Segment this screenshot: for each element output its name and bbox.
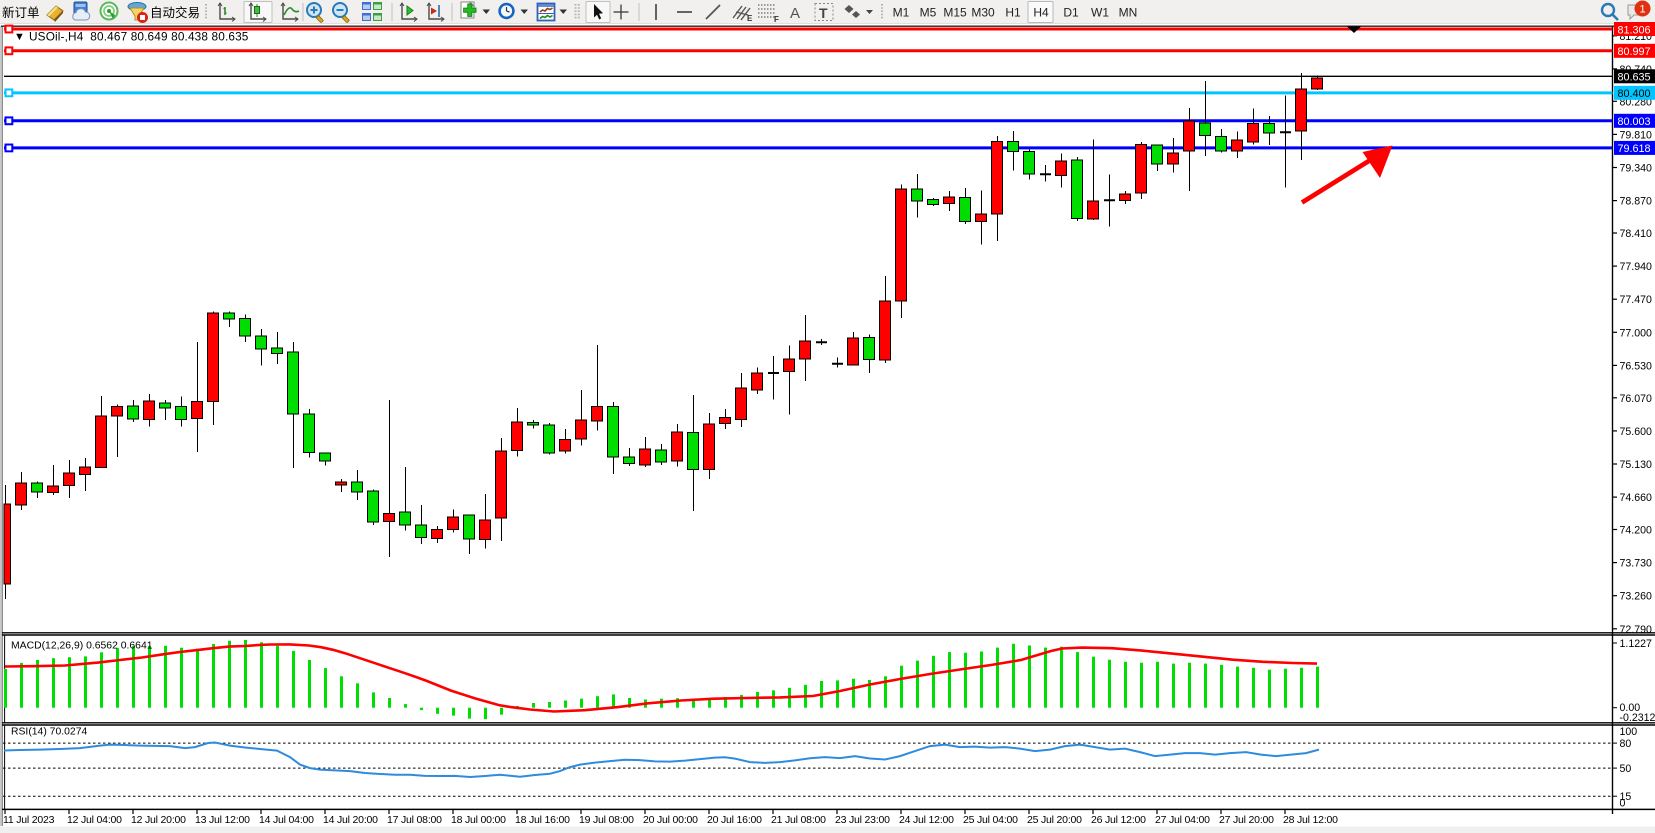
svg-text:80: 80 (1620, 738, 1632, 750)
svg-text:M5: M5 (920, 6, 937, 20)
svg-text:24 Jul 12:00: 24 Jul 12:00 (899, 814, 954, 826)
svg-text:76.070: 76.070 (1620, 393, 1653, 405)
svg-text:77.940: 77.940 (1620, 261, 1653, 273)
svg-text:17 Jul 08:00: 17 Jul 08:00 (387, 814, 442, 826)
svg-text:14 Jul 04:00: 14 Jul 04:00 (259, 814, 314, 826)
svg-text:79.340: 79.340 (1620, 163, 1653, 175)
svg-text:12 Jul 20:00: 12 Jul 20:00 (131, 814, 186, 826)
svg-text:14 Jul 20:00: 14 Jul 20:00 (323, 814, 378, 826)
svg-text:1: 1 (1639, 4, 1645, 16)
svg-text:27 Jul 04:00: 27 Jul 04:00 (1155, 814, 1210, 826)
svg-text:12 Jul 04:00: 12 Jul 04:00 (67, 814, 122, 826)
svg-text:25 Jul 20:00: 25 Jul 20:00 (1027, 814, 1082, 826)
svg-text:A: A (790, 5, 800, 22)
svg-text:0.00: 0.00 (1620, 702, 1641, 714)
svg-text:80.997: 80.997 (1618, 46, 1651, 58)
svg-text:23 Jul 23:00: 23 Jul 23:00 (835, 814, 890, 826)
svg-text:72.790: 72.790 (1620, 624, 1653, 636)
svg-text:15: 15 (1620, 791, 1632, 803)
svg-text:100: 100 (1620, 726, 1638, 738)
svg-text:W1: W1 (1091, 6, 1109, 20)
svg-text:78.870: 78.870 (1620, 196, 1653, 208)
svg-text:74.660: 74.660 (1620, 492, 1653, 504)
svg-text:1.1227: 1.1227 (1620, 638, 1653, 650)
svg-text:77.470: 77.470 (1620, 294, 1653, 306)
svg-text:M1: M1 (893, 6, 910, 20)
svg-text:28 Jul 12:00: 28 Jul 12:00 (1283, 814, 1338, 826)
svg-text:50: 50 (1620, 763, 1632, 775)
svg-text:73.260: 73.260 (1620, 591, 1653, 603)
svg-text:21 Jul 08:00: 21 Jul 08:00 (771, 814, 826, 826)
svg-text:M15: M15 (943, 6, 967, 20)
svg-text:77.000: 77.000 (1620, 327, 1653, 339)
svg-text:80.400: 80.400 (1618, 88, 1651, 100)
svg-text:26 Jul 12:00: 26 Jul 12:00 (1091, 814, 1146, 826)
svg-text:78.410: 78.410 (1620, 228, 1653, 240)
svg-text:E: E (747, 14, 753, 23)
svg-text:F: F (774, 15, 779, 24)
svg-text:18 Jul 00:00: 18 Jul 00:00 (451, 814, 506, 826)
svg-text:自动交易: 自动交易 (150, 5, 200, 20)
svg-text:0: 0 (1620, 797, 1626, 809)
svg-text:USOil-,H4 80.467 80.649 80.43: USOil-,H4 80.467 80.649 80.438 80.635 (29, 30, 249, 44)
svg-text:D1: D1 (1063, 6, 1079, 20)
svg-text:81.306: 81.306 (1618, 24, 1651, 36)
svg-text:MN: MN (1119, 6, 1138, 20)
svg-text:20 Jul 00:00: 20 Jul 00:00 (643, 814, 698, 826)
svg-text:新订单: 新订单 (2, 5, 40, 20)
svg-text:76.530: 76.530 (1620, 360, 1653, 372)
svg-text:H1: H1 (1005, 6, 1021, 20)
svg-text:19 Jul 08:00: 19 Jul 08:00 (579, 814, 634, 826)
svg-text:80.003: 80.003 (1618, 116, 1651, 128)
svg-text:11 Jul 2023: 11 Jul 2023 (3, 814, 55, 826)
svg-text:20 Jul 16:00: 20 Jul 16:00 (707, 814, 762, 826)
svg-text:13 Jul 12:00: 13 Jul 12:00 (195, 814, 250, 826)
svg-text:79.810: 79.810 (1620, 129, 1653, 141)
svg-text:▼: ▼ (14, 31, 25, 43)
svg-text:73.730: 73.730 (1620, 558, 1653, 570)
svg-text:74.200: 74.200 (1620, 525, 1653, 537)
svg-text:75.130: 75.130 (1620, 459, 1653, 471)
svg-text:MACD(12,26,9) 0.6562 0.6641: MACD(12,26,9) 0.6562 0.6641 (11, 641, 153, 652)
svg-text:75.600: 75.600 (1620, 426, 1653, 438)
svg-text:T: T (819, 5, 828, 21)
svg-text:27 Jul 20:00: 27 Jul 20:00 (1219, 814, 1274, 826)
svg-text:-0.2312: -0.2312 (1620, 712, 1655, 724)
svg-text:RSI(14) 70.0274: RSI(14) 70.0274 (11, 727, 87, 738)
svg-text:H4: H4 (1033, 6, 1049, 20)
svg-text:25 Jul 04:00: 25 Jul 04:00 (963, 814, 1018, 826)
svg-text:M30: M30 (971, 6, 995, 20)
svg-text:80.635: 80.635 (1618, 72, 1651, 84)
svg-text:18 Jul 16:00: 18 Jul 16:00 (515, 814, 570, 826)
svg-text:79.618: 79.618 (1618, 143, 1651, 155)
